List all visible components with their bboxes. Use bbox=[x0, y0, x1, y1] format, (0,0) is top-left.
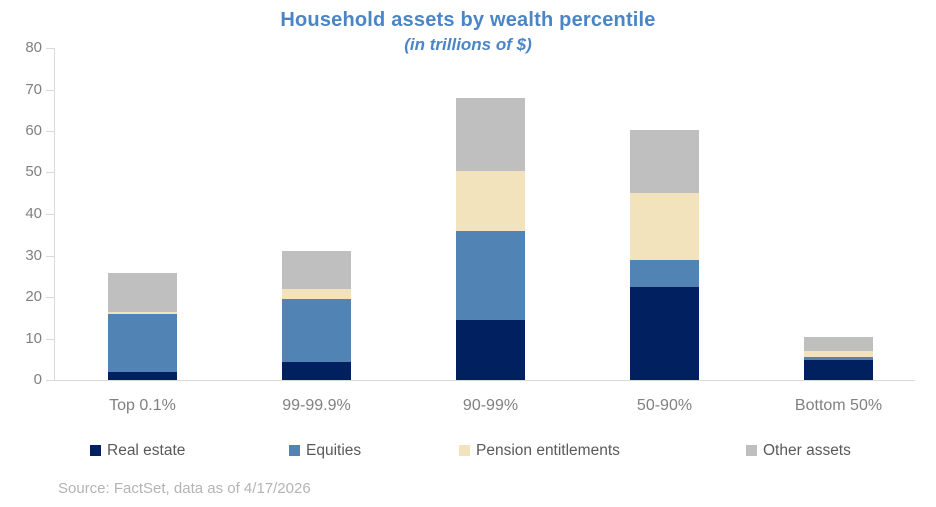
y-tick-label: 10 bbox=[25, 330, 42, 347]
category-label: Bottom 50% bbox=[794, 397, 883, 414]
y-axis-line bbox=[54, 48, 55, 380]
bar-segment-pension-entitlements bbox=[456, 171, 525, 231]
category-label: 50-90% bbox=[636, 397, 693, 414]
y-tick-mark bbox=[46, 256, 54, 257]
bar-segment-other-assets bbox=[804, 336, 873, 352]
legend-label: Pension entitlements bbox=[476, 442, 620, 459]
bar-segment-equities bbox=[804, 357, 873, 361]
bar-segment-other-assets bbox=[282, 250, 351, 289]
bar-segment-pension-entitlements bbox=[804, 351, 873, 358]
y-tick-mark bbox=[46, 214, 54, 215]
legend-label: Equities bbox=[306, 442, 362, 459]
bar-segment-other-assets bbox=[456, 97, 525, 172]
bar-segment-equities bbox=[630, 260, 699, 287]
bar-segment-other-assets bbox=[108, 273, 177, 312]
y-tick-label: 50 bbox=[25, 163, 42, 180]
legend-label: Real estate bbox=[107, 442, 186, 459]
y-tick-mark bbox=[46, 172, 54, 173]
bar-segment-other-assets bbox=[630, 130, 699, 194]
bar-segment-equities bbox=[456, 230, 525, 320]
y-tick-label: 30 bbox=[25, 247, 42, 264]
category-label: 90-99% bbox=[462, 397, 519, 414]
bar-segment-equities bbox=[108, 313, 177, 372]
bar-segment-pension-entitlements bbox=[630, 193, 699, 261]
y-tick-mark bbox=[46, 131, 54, 132]
bar-segment-real-estate bbox=[456, 319, 525, 380]
y-tick-label: 70 bbox=[25, 81, 42, 98]
y-tick-mark bbox=[46, 339, 54, 340]
bar-segment-real-estate bbox=[108, 371, 177, 380]
x-axis-line bbox=[54, 380, 915, 381]
bar-segment-real-estate bbox=[804, 360, 873, 380]
legend-label: Other assets bbox=[763, 442, 851, 459]
y-tick-label: 60 bbox=[25, 122, 42, 139]
category-label: Top 0.1% bbox=[109, 397, 176, 414]
bar-segment-equities bbox=[282, 299, 351, 362]
y-tick-mark bbox=[46, 380, 54, 381]
bar-segment-real-estate bbox=[282, 361, 351, 380]
category-label: 99-99.9% bbox=[282, 397, 351, 414]
y-tick-label: 0 bbox=[33, 371, 42, 388]
y-tick-mark bbox=[46, 90, 54, 91]
legend-swatch-icon bbox=[746, 445, 757, 456]
y-tick-label: 40 bbox=[25, 205, 42, 222]
y-tick-mark bbox=[46, 297, 54, 298]
chart-subtitle: (in trillions of $) bbox=[404, 35, 532, 54]
bar-segment-pension-entitlements bbox=[108, 311, 177, 314]
y-tick-label: 20 bbox=[25, 288, 42, 305]
legend-swatch-icon bbox=[459, 445, 470, 456]
y-tick-mark bbox=[46, 48, 54, 49]
bar-segment-pension-entitlements bbox=[282, 288, 351, 300]
legend-swatch-icon bbox=[90, 445, 101, 456]
bar-segment-real-estate bbox=[630, 286, 699, 380]
chart-title: Household assets by wealth percentile bbox=[280, 9, 656, 31]
source-note: Source: FactSet, data as of 4/17/2026 bbox=[58, 480, 311, 497]
legend-swatch-icon bbox=[289, 445, 300, 456]
y-tick-label: 80 bbox=[25, 39, 42, 56]
